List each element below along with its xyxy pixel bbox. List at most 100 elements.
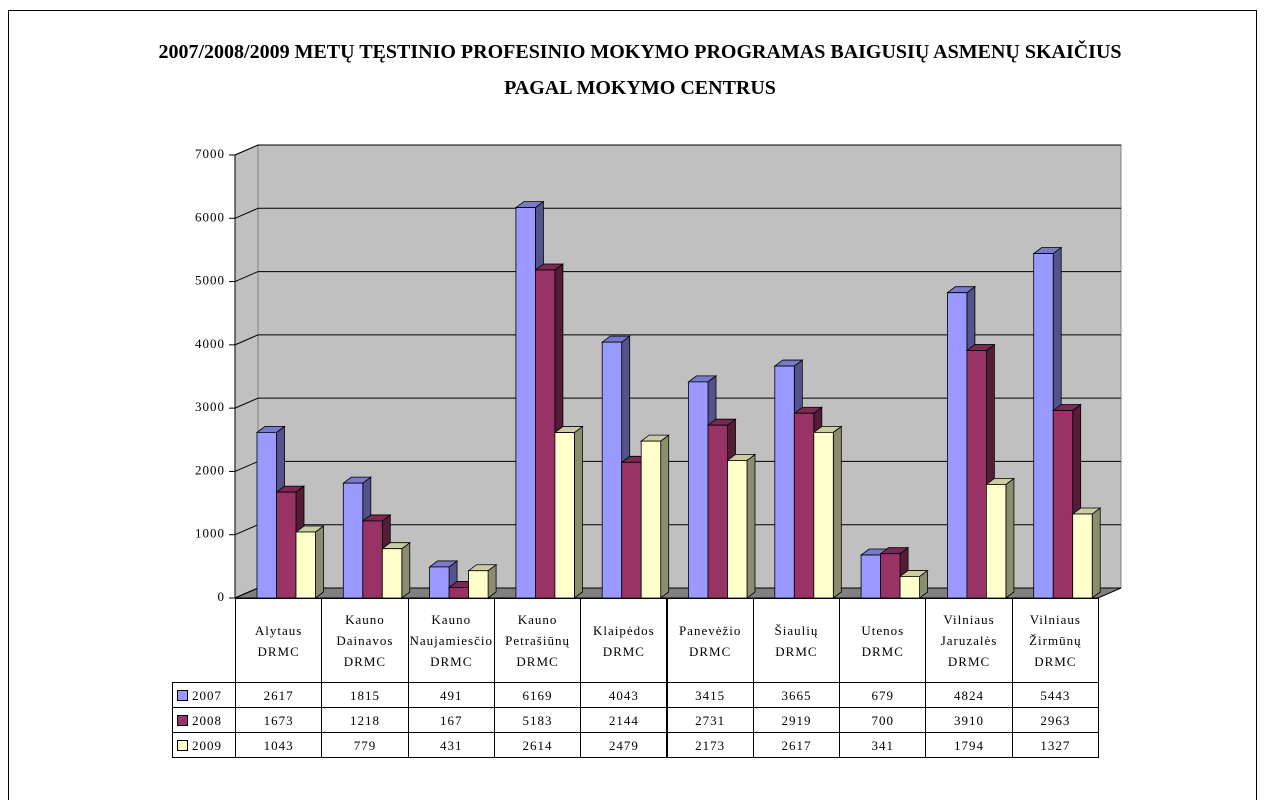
legend-swatch: [177, 714, 188, 726]
bar: [256, 431, 277, 599]
category-header: Kauno Petrašiūnų DRMC: [493, 598, 582, 683]
bar-side: [315, 525, 324, 599]
table-value: 2919: [752, 707, 841, 733]
bar: [813, 431, 834, 599]
grid-line: [234, 334, 259, 346]
y-tick-label: 2000: [195, 462, 225, 477]
table-value: 5183: [493, 707, 582, 733]
frame: [8, 10, 1257, 800]
legend-label: 2007: [192, 687, 222, 703]
grid-line: [234, 271, 259, 283]
bar: [880, 553, 901, 599]
table-value: 3665: [752, 682, 841, 708]
bar: [381, 548, 403, 599]
bar: [986, 484, 1007, 599]
table-value: 1794: [925, 732, 1013, 758]
table-value: 2173: [666, 732, 754, 758]
legend-cell: 2008: [172, 707, 236, 733]
grid-line: [234, 460, 259, 472]
table-value: 1218: [321, 707, 409, 733]
grid-line: [234, 524, 259, 536]
table-value: 2479: [580, 732, 668, 758]
y-tick-label: 6000: [195, 209, 225, 224]
table-value: 167: [407, 707, 495, 733]
table-value: 1327: [1011, 732, 1099, 758]
y-tick-label: 1000: [195, 526, 225, 541]
table-value: 2617: [235, 682, 323, 708]
bar: [295, 531, 316, 599]
bar: [515, 207, 536, 599]
bar-side: [1091, 507, 1101, 599]
table-value: 700: [839, 707, 927, 733]
bar: [448, 587, 470, 599]
category-header: Šiaulių DRMC: [752, 598, 841, 683]
bar: [621, 461, 642, 599]
bar: [966, 350, 987, 599]
table-value: 3910: [925, 707, 1013, 733]
grid-line: [234, 587, 259, 599]
category-header: Utenos DRMC: [839, 598, 927, 683]
table-value: 5443: [1011, 682, 1099, 708]
bar: [1072, 513, 1093, 599]
bar: [707, 424, 728, 599]
grid-line: [234, 207, 259, 219]
table-value: 2614: [493, 732, 582, 758]
category-header: Panevėžio DRMC: [666, 598, 754, 683]
table-value: 3415: [666, 682, 754, 708]
bar: [640, 440, 662, 599]
grid-line: [234, 144, 259, 156]
category-header: Vilniaus Jaruzalės DRMC: [925, 598, 1013, 683]
bar: [276, 491, 297, 599]
table-value: 6169: [493, 682, 582, 708]
bar: [535, 269, 556, 599]
legend-label: 2009: [192, 737, 222, 753]
bar: [688, 381, 709, 599]
bar: [429, 566, 450, 599]
bar-side: [746, 453, 756, 599]
bar: [860, 554, 881, 599]
bar: [899, 576, 920, 599]
y-tick-label: 5000: [195, 273, 225, 288]
legend-cell: 2007: [172, 682, 236, 708]
bar-side: [832, 425, 842, 599]
bar: [727, 460, 748, 599]
table-value: 431: [407, 732, 495, 758]
bar: [947, 292, 968, 599]
bar-side: [401, 541, 411, 599]
bar: [1033, 253, 1054, 599]
table-value: 2963: [1011, 707, 1099, 733]
legend-swatch: [177, 689, 188, 701]
legend-swatch: [177, 739, 188, 751]
bar: [468, 570, 489, 599]
bar-side: [660, 434, 670, 599]
category-header: Klaipėdos DRMC: [580, 598, 668, 683]
table-value: 2731: [666, 707, 754, 733]
table-value: 4824: [925, 682, 1013, 708]
category-header: Vilniaus Žirmūnų DRMC: [1011, 598, 1099, 683]
category-header: Kauno Dainavos DRMC: [321, 598, 409, 683]
table-value: 779: [321, 732, 409, 758]
grid-line: [234, 397, 259, 409]
y-tick-label: 4000: [195, 336, 225, 351]
table-value: 491: [407, 682, 495, 708]
bar: [793, 412, 815, 599]
table-value: 1673: [235, 707, 323, 733]
legend-label: 2008: [192, 712, 222, 728]
y-tick-label: 0: [218, 589, 226, 604]
table-value: 1043: [235, 732, 323, 758]
bar-side: [574, 425, 583, 599]
bar-side: [1005, 477, 1015, 599]
table-value: 4043: [580, 682, 668, 708]
table-value: 341: [839, 732, 927, 758]
legend-cell: 2009: [172, 732, 236, 758]
bar: [554, 432, 575, 599]
category-header: Kauno Naujamiesčio DRMC: [407, 598, 495, 683]
y-tick-label: 3000: [195, 399, 225, 414]
bar: [342, 482, 364, 599]
chart-title: 2007/2008/2009 METŲ TĘSTINIO PROFESINIO …: [158, 41, 1122, 99]
table-value: 2617: [752, 732, 841, 758]
table-value: 2144: [580, 707, 668, 733]
bar: [362, 520, 383, 599]
